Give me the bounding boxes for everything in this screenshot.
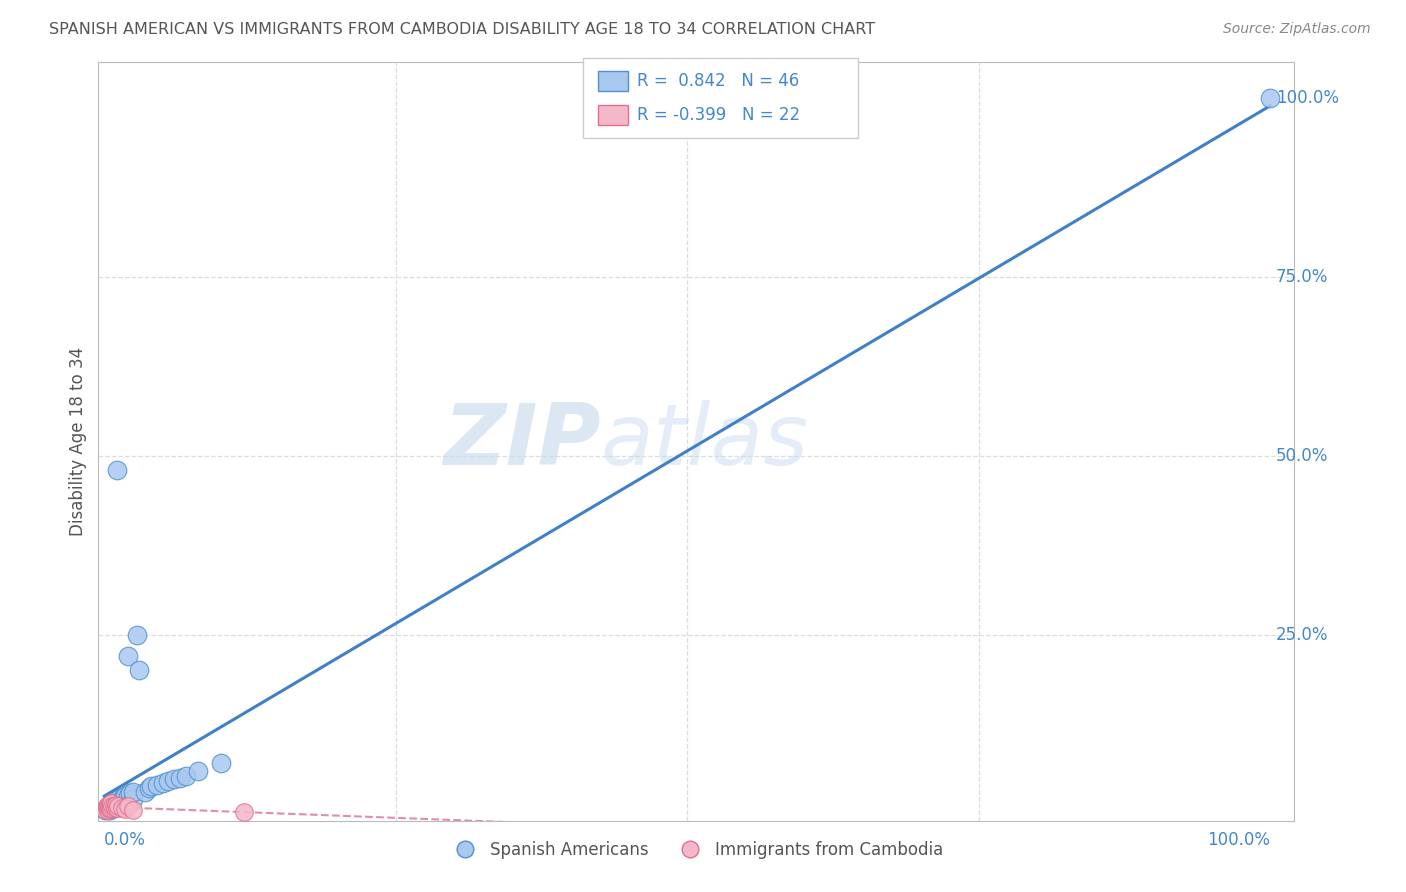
Point: [138, 781, 160, 796]
Point: [114, 802, 136, 816]
Text: ZIP: ZIP: [443, 400, 600, 483]
Point: [169, 771, 191, 785]
Text: atlas: atlas: [600, 400, 808, 483]
Point: [101, 801, 124, 815]
Point: [97, 802, 120, 816]
Point: [98, 797, 121, 812]
Text: SPANISH AMERICAN VS IMMIGRANTS FROM CAMBODIA DISABILITY AGE 18 TO 34 CORRELATION: SPANISH AMERICAN VS IMMIGRANTS FROM CAMB…: [49, 22, 876, 37]
Point: [128, 664, 150, 678]
Point: [100, 801, 122, 815]
Point: [104, 801, 127, 815]
Point: [233, 805, 256, 819]
Point: [97, 799, 120, 814]
Point: [110, 794, 132, 808]
Point: [117, 789, 139, 803]
Point: [96, 801, 118, 815]
Point: [98, 797, 121, 812]
Point: [96, 799, 118, 814]
Point: [98, 803, 121, 817]
Text: R =  0.842   N = 46: R = 0.842 N = 46: [637, 72, 799, 90]
Point: [103, 799, 125, 814]
Text: Source: ZipAtlas.com: Source: ZipAtlas.com: [1223, 22, 1371, 37]
Point: [104, 797, 127, 812]
Point: [122, 803, 145, 817]
Point: [104, 796, 127, 810]
Point: [94, 803, 117, 817]
Text: 0.0%: 0.0%: [104, 831, 146, 849]
Point: [163, 772, 186, 786]
Point: [107, 799, 129, 814]
Point: [97, 800, 120, 814]
Point: [152, 776, 174, 790]
Point: [98, 801, 121, 815]
Point: [122, 792, 145, 806]
Text: 50.0%: 50.0%: [1277, 447, 1329, 465]
Point: [209, 756, 232, 771]
Point: [139, 780, 162, 794]
Y-axis label: Disability Age 18 to 34: Disability Age 18 to 34: [69, 347, 87, 536]
Point: [96, 802, 118, 816]
Point: [145, 778, 167, 792]
Point: [103, 796, 125, 810]
Point: [103, 799, 125, 814]
Point: [122, 785, 145, 799]
Point: [97, 797, 120, 812]
Point: [97, 801, 120, 815]
Point: [1258, 91, 1281, 105]
Point: [108, 792, 131, 806]
Point: [114, 789, 136, 803]
Point: [105, 463, 128, 477]
Point: [100, 801, 122, 815]
Point: [134, 785, 156, 799]
Point: [97, 801, 120, 815]
Text: 25.0%: 25.0%: [1277, 625, 1329, 644]
Point: [100, 799, 122, 814]
Text: 100.0%: 100.0%: [1208, 831, 1270, 849]
Point: [174, 769, 197, 783]
Point: [111, 792, 134, 806]
Text: R = -0.399   N = 22: R = -0.399 N = 22: [637, 106, 800, 124]
Point: [98, 802, 121, 816]
Point: [97, 803, 120, 817]
Point: [100, 796, 122, 810]
Point: [117, 799, 139, 814]
Point: [117, 649, 139, 664]
Point: [118, 787, 141, 801]
Legend: Spanish Americans, Immigrants from Cambodia: Spanish Americans, Immigrants from Cambo…: [441, 834, 950, 865]
Point: [105, 801, 128, 815]
Point: [111, 790, 134, 805]
Text: 75.0%: 75.0%: [1277, 268, 1329, 286]
Point: [101, 797, 124, 812]
Point: [96, 801, 118, 815]
Point: [97, 803, 120, 817]
Point: [107, 796, 129, 810]
Point: [157, 774, 180, 789]
Point: [104, 799, 127, 814]
Point: [104, 797, 127, 812]
Point: [101, 799, 124, 814]
Text: 100.0%: 100.0%: [1277, 89, 1339, 107]
Point: [97, 799, 120, 814]
Point: [94, 803, 117, 817]
Point: [125, 628, 148, 642]
Point: [186, 764, 208, 778]
Point: [111, 801, 134, 815]
